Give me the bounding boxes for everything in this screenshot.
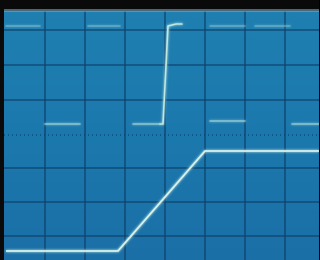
scope-photo: [0, 0, 319, 260]
page: {}: [0, 0, 320, 260]
top-edge: [4, 9, 319, 12]
screen: [4, 11, 319, 260]
